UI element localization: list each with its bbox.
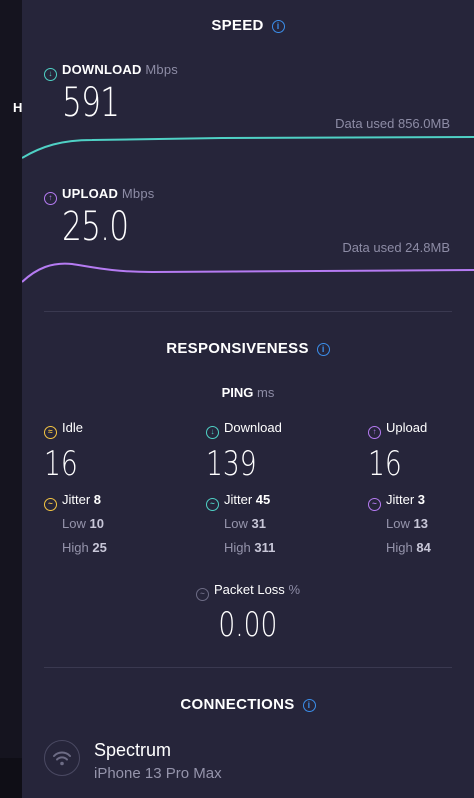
download-low: Low 31	[224, 516, 266, 531]
responsiveness-title: RESPONSIVENESS	[166, 340, 309, 357]
idle-high: High 25	[62, 540, 107, 555]
speed-section-title: SPEED i	[22, 17, 474, 34]
download-arrow-icon: ↓	[44, 68, 57, 81]
divider-responsiveness	[44, 667, 452, 668]
download-ping-icon: ↓	[206, 426, 219, 439]
idle-icon: ≈	[44, 426, 57, 439]
packet-loss-value: 0.00	[218, 605, 278, 645]
connection-provider: Spectrum	[94, 740, 172, 760]
connection-row[interactable]: Spectrum iPhone 13 Pro Max	[44, 738, 452, 788]
divider-speed	[44, 311, 452, 312]
download-data-used: Data used 856.0MB	[335, 116, 450, 131]
packet-loss-head: ~ Packet Loss %	[22, 582, 474, 601]
download-graph-line	[22, 136, 474, 159]
idle-head: ≈ Idle	[44, 420, 184, 439]
upload-high: High 84	[386, 540, 431, 555]
left-strip-bottom	[0, 758, 22, 798]
connections-title: CONNECTIONS	[180, 696, 295, 713]
wifi-icon	[44, 740, 80, 776]
connection-device: iPhone 13 Pro Max	[94, 765, 222, 782]
download-graph	[22, 136, 474, 159]
left-strip-letter: H	[13, 100, 23, 115]
upload-ping-value: 16	[368, 444, 402, 484]
download-ping-value: 139	[206, 444, 257, 484]
upload-speed-value: 25.0	[62, 204, 129, 250]
download-ping-head: ↓ Download	[206, 420, 346, 439]
download-jitter: ~ Jitter 45	[206, 492, 346, 512]
idle-jitter-icon: ~	[44, 498, 57, 511]
download-high: High 311	[224, 540, 276, 555]
wifi-icon-svg	[53, 751, 71, 766]
upload-arrow-icon: ↑	[44, 192, 57, 205]
download-label: ↓ DOWNLOAD Mbps	[44, 62, 178, 81]
download-speed-value: 591	[62, 80, 120, 126]
ping-idle-column: ≈ Idle 16 ~ Jitter 8 Low 10 High 25	[44, 420, 184, 560]
left-strip: H	[0, 0, 22, 798]
ping-download-column: ↓ Download 139 ~ Jitter 45 Low 31 High 311	[206, 420, 346, 560]
upload-jitter-icon: ~	[368, 498, 381, 511]
upload-graph-line	[22, 262, 474, 283]
upload-low: Low 13	[386, 516, 428, 531]
ping-upload-column: ↑ Upload 16 ~ Jitter 3 Low 13 High 84	[368, 420, 468, 560]
packet-loss-icon: ~	[195, 588, 209, 601]
upload-label: ↑ UPLOAD Mbps	[44, 186, 155, 205]
speed-info-icon[interactable]: i	[271, 20, 285, 33]
connections-info-icon[interactable]: i	[302, 699, 316, 712]
idle-low: Low 10	[62, 516, 104, 531]
upload-ping-head: ↑ Upload	[368, 420, 468, 439]
ping-label: PING ms	[221, 385, 275, 400]
connections-section-title: CONNECTIONS i	[22, 696, 474, 713]
results-panel: SPEED i ↓ DOWNLOAD Mbps 591 Data used 856.…	[22, 0, 474, 798]
idle-ping-value: 16	[44, 444, 78, 484]
packet-loss: ~ Packet Loss % 0.00	[22, 582, 474, 645]
upload-data-used: Data used 24.8MB	[342, 240, 450, 255]
responsiveness-section-title: RESPONSIVENESS i	[22, 340, 474, 357]
responsiveness-info-icon[interactable]: i	[316, 343, 330, 356]
upload-jitter: ~ Jitter 3	[368, 492, 468, 512]
speed-title: SPEED	[211, 17, 264, 34]
download-jitter-icon: ~	[206, 498, 219, 511]
idle-jitter: ~ Jitter 8	[44, 492, 184, 512]
upload-ping-icon: ↑	[368, 426, 381, 439]
upload-graph	[22, 262, 474, 283]
